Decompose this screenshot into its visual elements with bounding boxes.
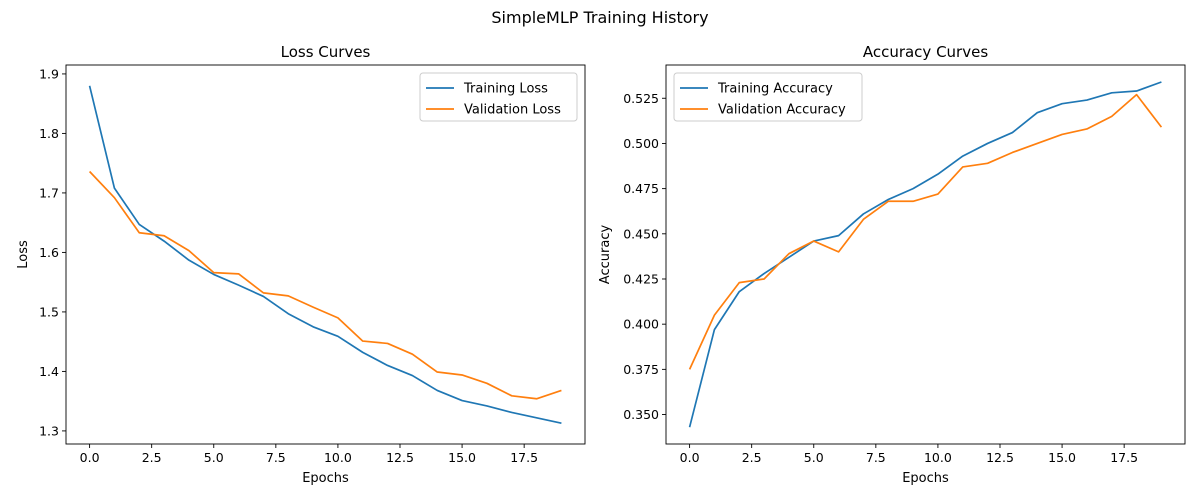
loss-legend-box (419, 72, 578, 122)
accuracy-y-tick-label: 0.500 (623, 136, 659, 151)
accuracy-chart: Accuracy Curves 0.0 2.5 5.0 7.5 10.0 12.5 15.0 1… (598, 43, 1186, 486)
accuracy-x-tick-label: 7.5 (866, 450, 886, 465)
accuracy-x-tick-label: 12.5 (986, 450, 1014, 465)
accuracy-y-axis: 0.350 0.375 0.400 0.425 0.450 0.475 0.500 0.525 (623, 91, 666, 422)
accuracy-y-tick-label: 0.375 (623, 362, 659, 377)
loss-series-group (88, 85, 562, 425)
loss-legend-label: Validation Loss (464, 103, 561, 118)
loss-x-axis: 0.0 2.5 5.0 7.5 10.0 12.5 15.0 17.5 (80, 444, 538, 465)
accuracy-x-axis-label: Epochs (902, 471, 949, 486)
loss-x-tick-label: 10.0 (324, 450, 352, 465)
accuracy-legend: Training Accuracy Validation Accuracy (673, 72, 863, 122)
accuracy-legend-label: Validation Accuracy (718, 103, 846, 118)
loss-y-tick-label: 1.4 (39, 364, 59, 379)
loss-y-axis: 1.3 1.4 1.5 1.6 1.7 1.8 1.9 (39, 66, 66, 438)
accuracy-x-tick-label: 2.5 (742, 450, 762, 465)
accuracy-legend-box (673, 72, 863, 122)
loss-legend: Training Loss Validation Loss (419, 72, 578, 122)
loss-legend-label: Training Loss (463, 82, 548, 97)
loss-y-tick-label: 1.5 (39, 304, 59, 319)
loss-x-tick-label: 12.5 (386, 450, 414, 465)
accuracy-chart-title: Accuracy Curves (863, 43, 989, 61)
loss-x-tick-label: 7.5 (266, 450, 286, 465)
accuracy-x-tick-label: 0.0 (680, 450, 700, 465)
accuracy-y-tick-label: 0.400 (623, 317, 659, 332)
accuracy-y-tick-label: 0.525 (623, 91, 659, 106)
loss-y-tick-label: 1.8 (39, 126, 59, 141)
accuracy-x-tick-label: 15.0 (1048, 450, 1076, 465)
loss-chart-title: Loss Curves (281, 43, 371, 61)
loss-x-tick-label: 2.5 (142, 450, 162, 465)
loss-x-tick-label: 0.0 (80, 450, 100, 465)
accuracy-x-tick-label: 17.5 (1110, 450, 1138, 465)
accuracy-legend-label: Training Accuracy (717, 82, 833, 97)
loss-y-tick-label: 1.7 (39, 185, 59, 200)
loss-x-axis-label: Epochs (302, 471, 349, 486)
accuracy-y-tick-label: 0.425 (623, 271, 659, 286)
loss-y-tick-label: 1.9 (39, 66, 59, 81)
loss-series-training-line (88, 85, 562, 425)
loss-y-tick-label: 1.6 (39, 245, 59, 260)
accuracy-series-group (688, 81, 1163, 428)
loss-x-tick-label: 5.0 (204, 450, 224, 465)
accuracy-series-validation-line (688, 93, 1163, 370)
loss-x-tick-label: 15.0 (448, 450, 476, 465)
figure-suptitle: SimpleMLP Training History (491, 8, 708, 27)
loss-y-axis-label: Loss (16, 240, 31, 269)
loss-x-tick-label: 17.5 (510, 450, 538, 465)
accuracy-y-tick-label: 0.450 (623, 226, 659, 241)
loss-axes-frame (65, 64, 586, 445)
accuracy-y-tick-label: 0.350 (623, 407, 659, 422)
accuracy-x-axis: 0.0 2.5 5.0 7.5 10.0 12.5 15.0 17.5 (680, 444, 1138, 465)
loss-y-tick-label: 1.3 (39, 423, 59, 438)
accuracy-y-axis-label: Accuracy (598, 225, 613, 285)
loss-series-validation-line (88, 170, 562, 400)
accuracy-x-tick-label: 5.0 (804, 450, 824, 465)
accuracy-series-training-line (688, 81, 1162, 428)
loss-chart: Loss Curves 0.0 2.5 5.0 7.5 10.0 12.5 15.0 17.5 1… (16, 43, 586, 486)
accuracy-y-tick-label: 0.475 (623, 181, 659, 196)
accuracy-x-tick-label: 10.0 (924, 450, 952, 465)
accuracy-axes-frame (665, 64, 1186, 445)
chart-panels: Loss Curves 0.0 2.5 5.0 7.5 10.0 12.5 15.0 17.5 1… (16, 43, 1186, 486)
